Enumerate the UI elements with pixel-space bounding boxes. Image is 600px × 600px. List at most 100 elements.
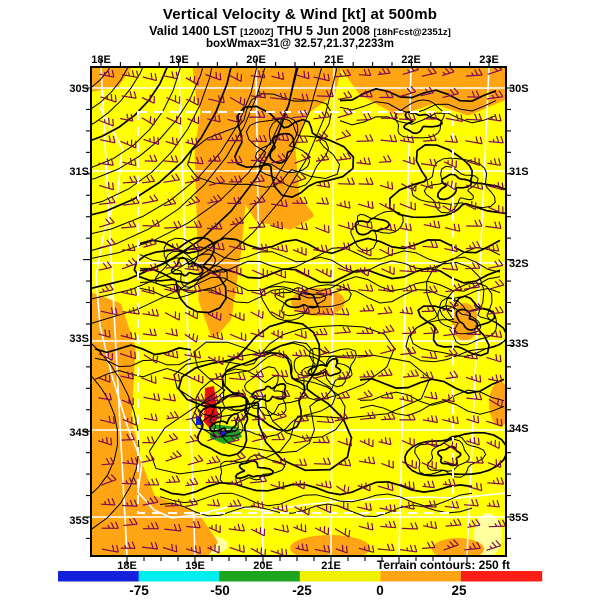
wind-barb [423,391,438,400]
wind-barb [98,158,114,166]
wind-barb [208,154,221,162]
wind-barb [271,369,289,378]
wind-barb [142,328,157,337]
terrain-contour [405,261,506,363]
wind-barb [488,259,504,269]
wind-barb [486,182,504,191]
wind-barb [466,415,480,424]
wind-barb [208,524,221,534]
wind-barb [272,504,288,513]
wind-barb [336,351,355,359]
wind-barb [207,411,222,423]
terrain-contour [307,357,342,377]
wind-barb [121,91,137,99]
wind-barb [121,499,138,507]
wind-barb [420,371,434,379]
lon-label-bottom: 21E [321,560,341,572]
wind-barb [337,437,352,447]
colorbar-tick-label: -75 [129,583,149,598]
wind-barb [119,350,137,360]
wind-barb [336,390,351,399]
wind-barb [315,268,332,278]
wind-barb [379,181,394,190]
wind-barb [314,391,330,400]
wind-barb [186,242,201,251]
terrain-contour [221,368,306,417]
wind-barb [250,527,266,537]
colorbar-segment [219,571,301,582]
lon-label-top: 18E [91,54,111,66]
wind-barb [163,197,177,207]
terrain-contour [91,67,181,169]
wind-barb [401,522,419,530]
wind-barb [442,263,459,271]
wind-barb [249,389,264,398]
terrain-contour [165,250,216,288]
wind-barb [291,172,307,184]
wind-barb [207,114,221,123]
wind-barb [334,307,350,316]
wind-barb [142,308,159,317]
wind-barb [463,499,479,507]
wind-barb [141,116,156,126]
orange-velocity-region [432,538,484,556]
wind-barb [314,544,331,553]
wind-barb [466,327,482,336]
wind-barb [270,309,285,319]
wind-barb [422,521,438,530]
wind-barb [313,110,331,120]
wind-barb [336,484,350,495]
wind-barb [487,113,502,122]
wind-barb [250,153,268,162]
wind-barb [227,115,243,124]
wind-barb [270,289,285,299]
wind-barb [292,246,307,256]
wind-barb [357,502,372,512]
wind-barb [334,68,352,78]
wind-barb [488,135,504,144]
wind-barb [250,174,265,184]
wind-barb [249,474,268,484]
chart-valid-part: [18hFcst@2351z] [373,27,451,38]
wind-barb [101,457,115,466]
colorbar-segment [461,571,543,582]
wind-barb [294,151,311,164]
wind-barb [379,202,395,212]
wind-barb [164,524,182,532]
wind-barb [271,432,286,441]
wind-barb [335,129,352,141]
wind-barb [270,269,287,279]
wind-barb [488,398,503,408]
wind-barb [143,413,158,422]
terrain-contour [94,357,192,368]
wind-barb [444,135,458,144]
terrain-contour [245,118,330,189]
wind-barb [401,182,417,192]
wind-barb [337,107,353,119]
wind-barb [185,498,199,507]
wind-barb [380,343,397,355]
wind-barb [164,220,182,229]
wind-barb [402,369,420,378]
terrain-contour [91,67,266,252]
wind-barb [463,351,478,360]
wind-barb [205,268,221,278]
wind-barb [336,242,351,251]
colorbar: -75 -50 -25 0 25 [58,571,543,598]
terrain-contour [159,480,473,496]
terrain-contour [359,377,505,395]
wind-barb [486,354,502,363]
terrain-contours-note: Terrain contours: 250 ft [377,558,510,572]
wind-barb [227,352,244,361]
map-frame [90,66,507,557]
wind-barb [184,173,200,184]
wind-barb [271,110,289,120]
wind-barb [422,438,438,448]
wind-barb [248,452,264,462]
meridian-line [178,67,196,556]
terrain-contour [187,93,341,188]
wind-barb [162,543,178,553]
wind-barb [248,110,266,118]
orange-velocity-region [290,535,370,556]
